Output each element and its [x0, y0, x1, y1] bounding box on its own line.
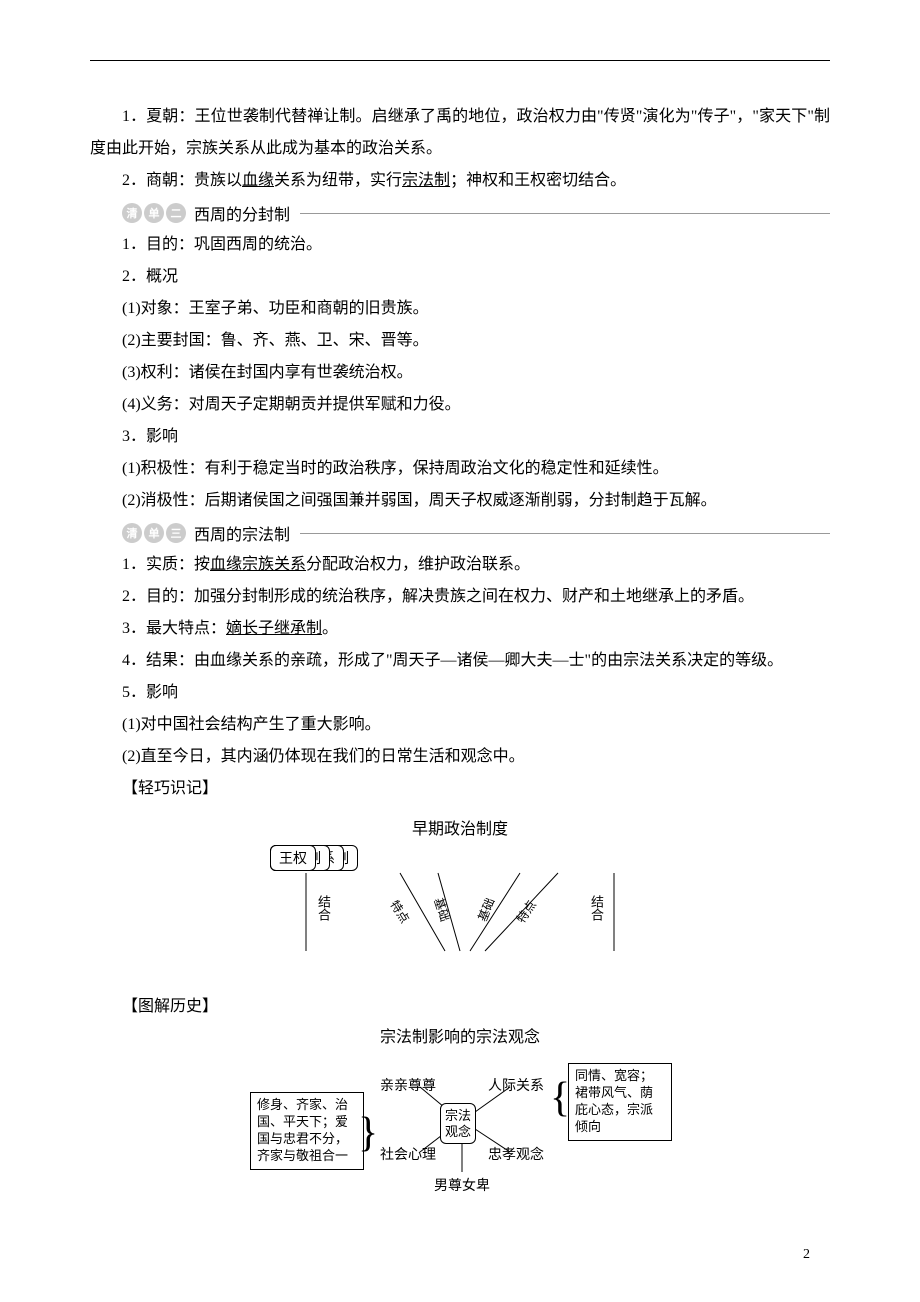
paragraph: (1)对象：王室子弟、功臣和商朝的旧贵族。 — [90, 293, 830, 325]
section-header-2: 清 单 二 西周的分封制 — [90, 201, 830, 225]
memo-heading: 【轻巧识记】 — [90, 773, 830, 805]
diagram-1-canvas: 血缘关系 王位世袭制 分封制 族权 政治关系 宗法制 王权 结合 结合 特点 基… — [270, 845, 650, 985]
paragraph: 3．最大特点：嫡长子继承制。 — [90, 613, 830, 645]
paragraph: (2)消极性：后期诸侯国之间强国兼并弱国，周天子权威逐渐削弱，分封制趋于瓦解。 — [90, 485, 830, 517]
badge-char-icon: 单 — [144, 203, 164, 223]
text: 2．商朝：贵族以 — [122, 172, 242, 189]
brace-icon: } — [358, 1112, 378, 1154]
paragraph: (3)权利：诸侯在封国内享有世袭统治权。 — [90, 357, 830, 389]
spoke-label: 男尊女卑 — [434, 1175, 490, 1195]
underline-text: 宗法制 — [402, 172, 450, 189]
underline-text: 血缘 — [242, 172, 274, 189]
paragraph: (4)义务：对周天子定期朝贡并提供军赋和力役。 — [90, 389, 830, 421]
paragraph: (2)主要封国：鲁、齐、燕、卫、宋、晋等。 — [90, 325, 830, 357]
diagram-1-wrap: 早期政治制度 血缘关系 王位世袭制 分封制 族权 政治关系 宗法制 王权 结合 — [90, 815, 830, 985]
underline-rule — [300, 532, 830, 534]
text: 关系为纽带，实行 — [274, 172, 402, 189]
edge-label: 结合 — [587, 895, 606, 921]
paragraph: 4．结果：由血缘关系的亲疏，形成了"周天子—诸侯—卿大夫—士"的由宗法关系决定的… — [90, 645, 830, 677]
diagram-1: 早期政治制度 血缘关系 王位世袭制 分封制 族权 政治关系 宗法制 王权 结合 — [270, 815, 650, 985]
spoke-label: 人际关系 — [488, 1075, 544, 1095]
paragraph: 3．影响 — [90, 421, 830, 453]
section-badge: 清 单 二 — [122, 203, 186, 223]
underline-text: 血缘宗族关系 — [210, 556, 306, 573]
page-number: 2 — [803, 1247, 810, 1263]
paragraph-2: 2．商朝：贵族以血缘关系为纽带，实行宗法制；神权和王权密切结合。 — [90, 165, 830, 197]
node-box: 王权 — [270, 845, 316, 871]
underline-text: 嫡长子继承制 — [226, 620, 322, 637]
paragraph: 1．实质：按血缘宗族关系分配政治权力，维护政治联系。 — [90, 549, 830, 581]
badge-num-icon: 三 — [166, 523, 186, 543]
text: 1．实质：按 — [122, 556, 210, 573]
paragraph: 1．目的：巩固西周的统治。 — [90, 229, 830, 261]
spoke-label: 亲亲尊尊 — [380, 1075, 436, 1095]
center-node: 宗法观念 — [440, 1103, 476, 1144]
spoke-label: 忠孝观念 — [488, 1144, 544, 1164]
section-title: 西周的宗法制 — [194, 521, 290, 545]
diagram-2-wrap: 修身、齐家、治国、平天下；爱国与忠君不分，齐家与敬祖合一 } 亲亲尊尊 人际关系… — [90, 1057, 830, 1207]
diagram-1-title: 早期政治制度 — [270, 815, 650, 839]
paragraph: 2．目的：加强分封制形成的统治秩序，解决贵族之间在权力、财产和土地继承上的矛盾。 — [90, 581, 830, 613]
top-horizontal-rule — [90, 60, 830, 61]
badge-char-icon: 单 — [144, 523, 164, 543]
badge-char-icon: 清 — [122, 203, 142, 223]
diagram-2-canvas: 修身、齐家、治国、平天下；爱国与忠君不分，齐家与敬祖合一 } 亲亲尊尊 人际关系… — [250, 1057, 670, 1207]
underline-rule — [300, 212, 830, 214]
badge-char-icon: 清 — [122, 523, 142, 543]
left-annotation-box: 修身、齐家、治国、平天下；爱国与忠君不分，齐家与敬祖合一 — [250, 1092, 364, 1170]
paragraph: (1)积极性：有利于稳定当时的政治秩序，保持周政治文化的稳定性和延续性。 — [90, 453, 830, 485]
paragraph: (1)对中国社会结构产生了重大影响。 — [90, 709, 830, 741]
text: ；神权和王权密切结合。 — [450, 172, 626, 189]
right-annotation-box: 同情、宽容；裙带风气、荫庇心态，宗派倾向 — [568, 1063, 672, 1141]
text: 分配政治权力，维护政治联系。 — [306, 556, 530, 573]
text: 。 — [322, 620, 338, 637]
paragraph: 5．影响 — [90, 677, 830, 709]
text: 3．最大特点： — [122, 620, 226, 637]
section-title: 西周的分封制 — [194, 201, 290, 225]
paragraph: 2．概况 — [90, 261, 830, 293]
illustration-heading: 【图解历史】 — [90, 991, 830, 1023]
section-badge: 清 单 三 — [122, 523, 186, 543]
paragraph-1: 1．夏朝：王位世袭制代替禅让制。启继承了禹的地位，政治权力由"传贤"演化为"传子… — [90, 101, 830, 165]
section-header-3: 清 单 三 西周的宗法制 — [90, 521, 830, 545]
badge-num-icon: 二 — [166, 203, 186, 223]
page-container: 1．夏朝：王位世袭制代替禅让制。启继承了禹的地位，政治权力由"传贤"演化为"传子… — [0, 0, 920, 1293]
edge-label: 结合 — [314, 895, 333, 921]
diagram-2-title: 宗法制影响的宗法观念 — [90, 1023, 830, 1047]
spoke-label: 社会心理 — [380, 1144, 436, 1164]
paragraph: (2)直至今日，其内涵仍体现在我们的日常生活和观念中。 — [90, 741, 830, 773]
